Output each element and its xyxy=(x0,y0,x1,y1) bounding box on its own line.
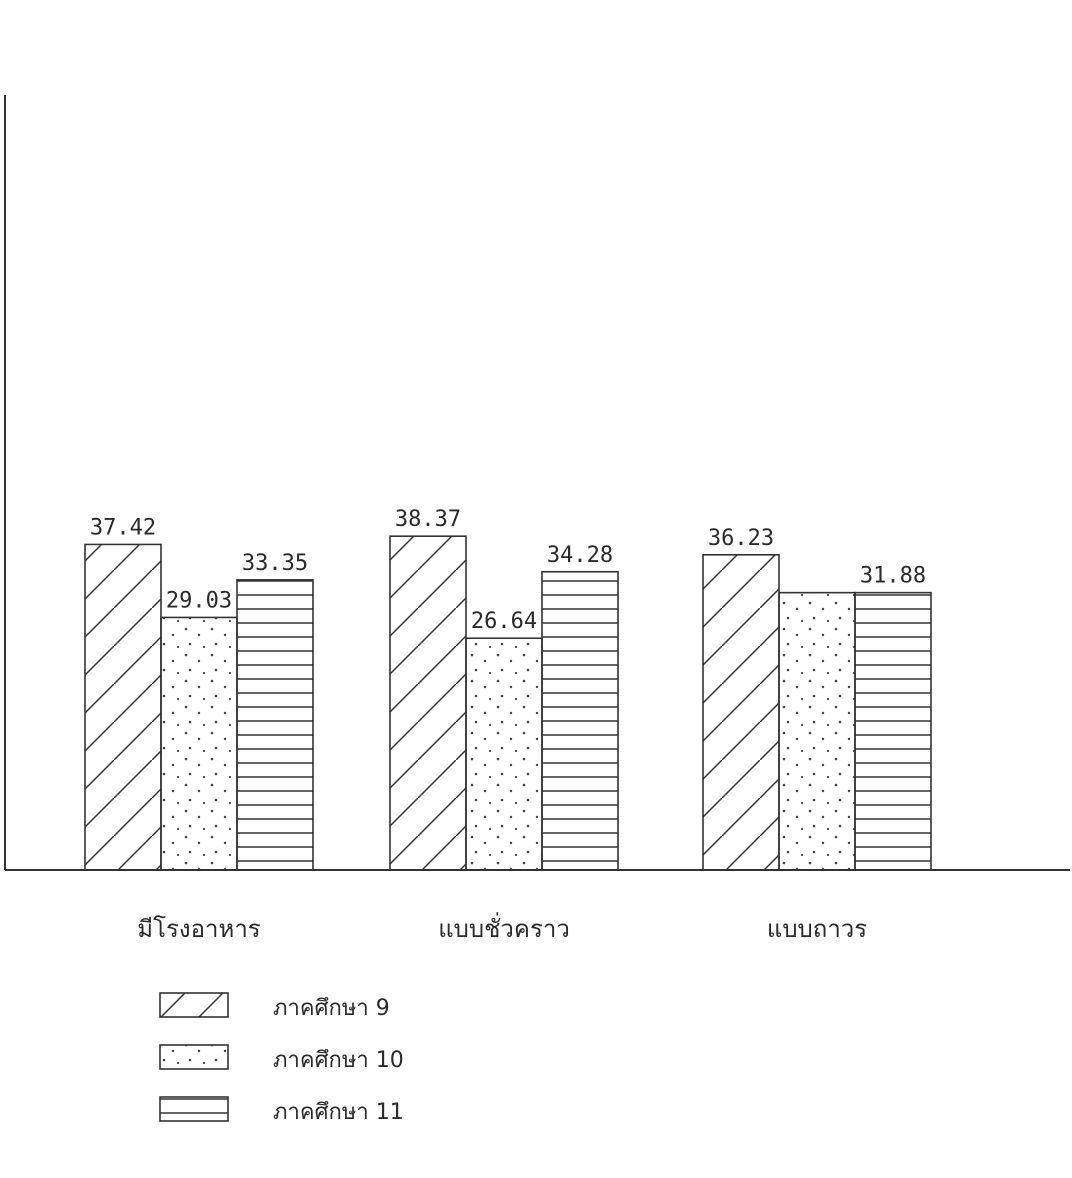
legend-label-1: ภาคศึกษา 9 xyxy=(273,996,390,1021)
legend-label-3: ภาคศึกษา 11 xyxy=(273,1100,404,1125)
legend-label-2: ภาคศึกษา 10 xyxy=(273,1048,404,1073)
data-label-2-series-1: 38.37 xyxy=(395,507,461,532)
data-label-3-series-3: 31.88 xyxy=(860,564,926,589)
value-labels-layer: 37.42 29.03 33.35 38.37 26.64 34.28 36.23 31.88 xyxy=(90,507,926,634)
data-label-2-series-3: 34.28 xyxy=(547,543,613,568)
category-label-1: มีโรงอาหาร xyxy=(137,915,261,943)
bar-1-series-3 xyxy=(236,579,314,871)
bar-2-series-2 xyxy=(465,637,543,871)
data-label-2-series-2: 26.64 xyxy=(471,609,537,634)
bars-layer xyxy=(84,535,932,871)
legend-swatch-1 xyxy=(159,992,229,1018)
category-label-3: แบบถาวร xyxy=(767,915,867,943)
data-label-1-series-1: 37.42 xyxy=(90,515,156,540)
category-labels-layer: มีโรงอาหาร แบบชั่วคราว แบบถาวร xyxy=(137,912,867,943)
data-label-1-series-3: 33.35 xyxy=(242,551,308,576)
bar-1-series-1 xyxy=(84,543,162,871)
data-label-3-series-1: 36.23 xyxy=(708,526,774,551)
bar-3-series-1 xyxy=(702,553,780,871)
data-label-1-series-2: 29.03 xyxy=(166,588,232,613)
category-label-2: แบบชั่วคราว xyxy=(438,912,570,943)
legend: ภาคศึกษา 9 ภาคศึกษา 10 ภาคศึกษา 11 xyxy=(159,992,404,1125)
bar-2-series-1 xyxy=(389,535,467,871)
legend-swatch-2 xyxy=(159,1044,229,1070)
bar-3-series-3 xyxy=(854,591,932,871)
legend-swatch-3 xyxy=(159,1096,229,1122)
bar-2-series-3 xyxy=(541,570,619,871)
bar-1-series-2 xyxy=(160,616,238,871)
bar-3-series-2 xyxy=(778,591,856,871)
